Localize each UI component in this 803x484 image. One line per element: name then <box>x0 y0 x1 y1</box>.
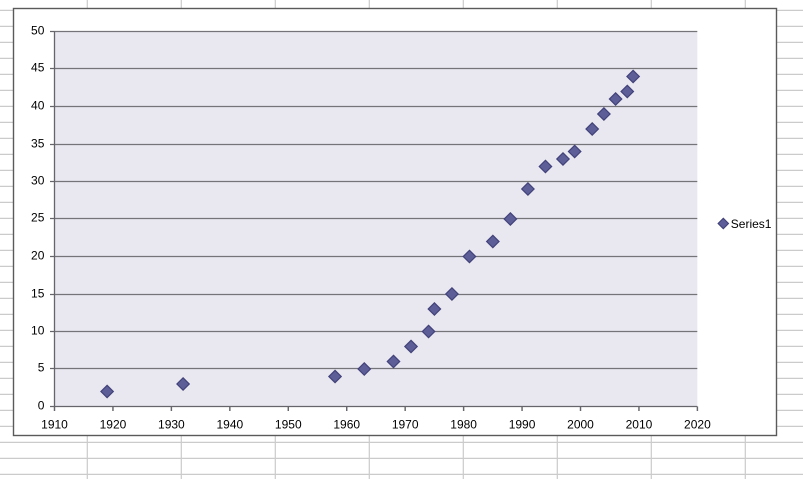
svg-text:1960: 1960 <box>333 418 360 432</box>
svg-text:Series1: Series1 <box>731 217 772 231</box>
svg-text:35: 35 <box>31 137 45 151</box>
svg-text:1940: 1940 <box>216 418 243 432</box>
svg-text:1930: 1930 <box>158 418 185 432</box>
svg-text:10: 10 <box>31 324 45 338</box>
svg-text:30: 30 <box>31 174 45 188</box>
svg-text:25: 25 <box>31 211 45 225</box>
svg-text:45: 45 <box>31 61 45 75</box>
svg-text:15: 15 <box>31 287 45 301</box>
svg-text:5: 5 <box>38 361 45 375</box>
svg-text:2010: 2010 <box>626 418 653 432</box>
svg-text:0: 0 <box>38 399 45 413</box>
svg-text:40: 40 <box>31 99 45 113</box>
svg-text:1990: 1990 <box>509 418 536 432</box>
svg-text:1920: 1920 <box>100 418 127 432</box>
svg-text:1980: 1980 <box>450 418 477 432</box>
svg-text:2020: 2020 <box>684 418 711 432</box>
svg-text:1910: 1910 <box>41 418 68 432</box>
svg-text:1970: 1970 <box>392 418 419 432</box>
svg-text:20: 20 <box>31 249 45 263</box>
svg-text:1950: 1950 <box>275 418 302 432</box>
svg-text:50: 50 <box>31 24 45 38</box>
svg-text:2000: 2000 <box>567 418 594 432</box>
